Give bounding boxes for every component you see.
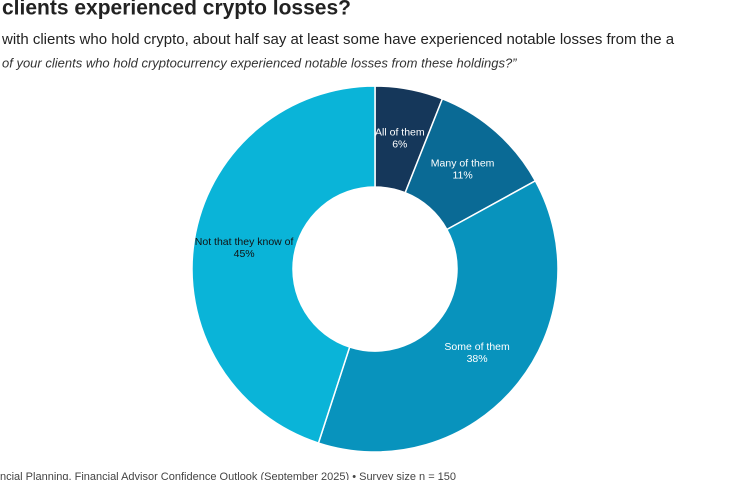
value-label: 45% <box>234 248 255 260</box>
segment-label: Some of them <box>444 341 510 353</box>
chart-subtitle: with clients who hold crypto, about half… <box>1 31 675 48</box>
value-label: 38% <box>467 353 488 365</box>
value-label: 6% <box>392 139 407 151</box>
segment-label: Many of them <box>431 157 495 169</box>
chart-title: clients experienced crypto losses? <box>2 0 351 20</box>
segment-label: Not that they know of <box>195 236 294 248</box>
segment-label: All of them <box>375 127 425 139</box>
value-label: 11% <box>452 169 472 181</box>
donut-segment <box>191 85 376 444</box>
source-note: ncial Planning, Financial Advisor Confid… <box>0 471 456 480</box>
survey-question: of your clients who hold cryptocurrency … <box>2 55 517 70</box>
donut-segment <box>317 179 559 453</box>
